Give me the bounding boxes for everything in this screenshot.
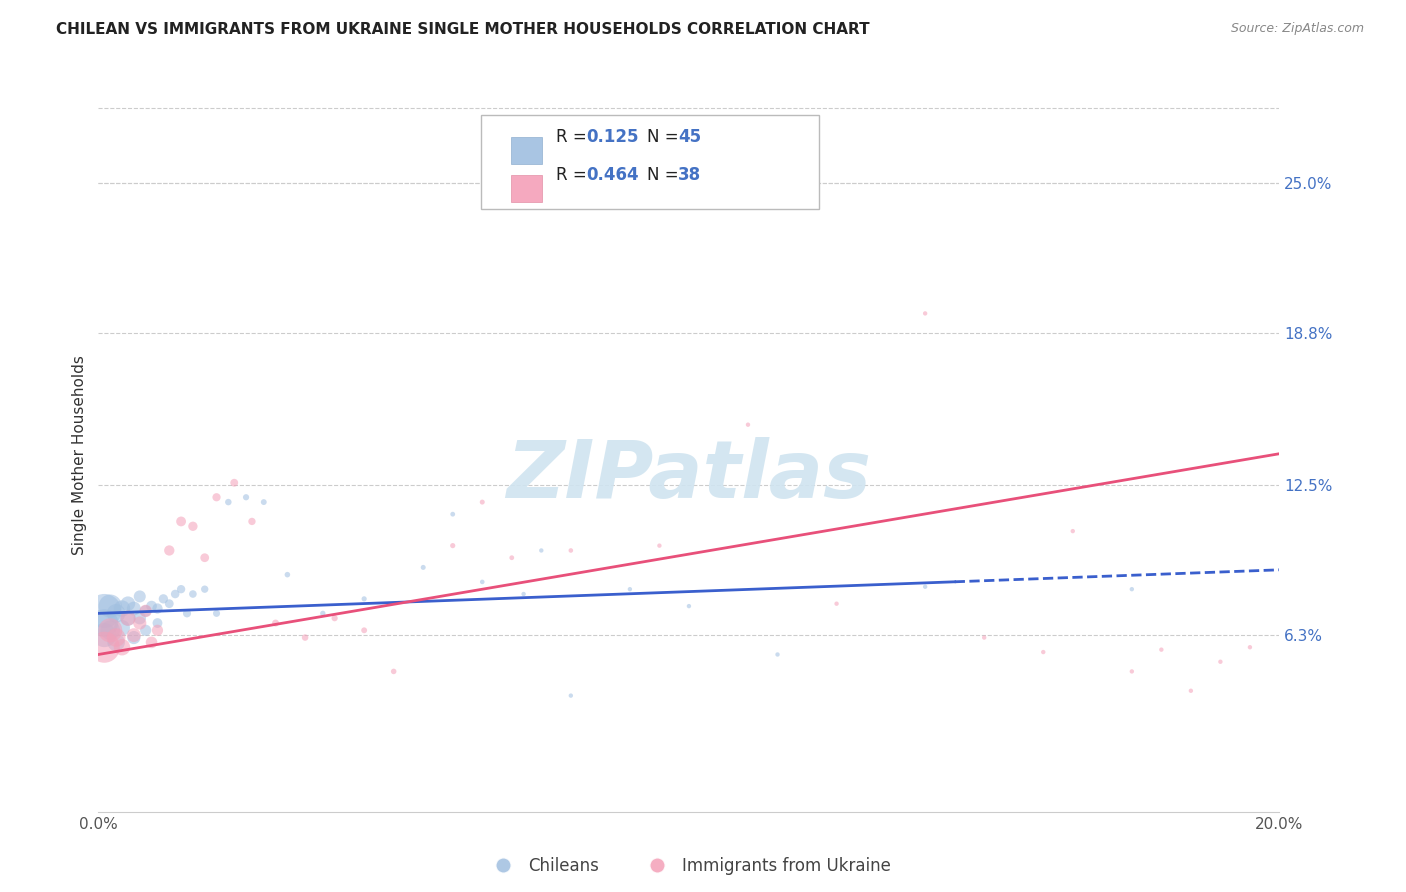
Point: [128, 590, 150, 604]
Point: [471, 495, 494, 509]
Point: [93, 604, 115, 618]
Point: [117, 611, 139, 625]
Point: [1150, 642, 1173, 657]
Point: [122, 631, 145, 645]
Point: [176, 607, 198, 621]
Point: [914, 306, 936, 320]
Text: CHILEAN VS IMMIGRANTS FROM UKRAINE SINGLE MOTHER HOUSEHOLDS CORRELATION CHART: CHILEAN VS IMMIGRANTS FROM UKRAINE SINGL…: [56, 22, 870, 37]
Text: R =: R =: [555, 166, 592, 184]
Point: [93, 628, 115, 642]
Point: [128, 611, 150, 625]
Point: [105, 607, 128, 621]
Point: [1180, 683, 1202, 698]
Point: [128, 615, 150, 630]
Legend: Chileans, Immigrants from Ukraine: Chileans, Immigrants from Ukraine: [479, 851, 898, 882]
Text: 0.464: 0.464: [586, 166, 640, 184]
Point: [93, 640, 115, 655]
Point: [194, 550, 217, 565]
Point: [122, 601, 145, 615]
Point: [194, 582, 217, 597]
Point: [1032, 645, 1054, 659]
Point: [264, 615, 287, 630]
Point: [560, 543, 582, 558]
Point: [648, 539, 671, 553]
Point: [181, 587, 204, 601]
Text: N =: N =: [647, 166, 683, 184]
Point: [105, 635, 128, 649]
Text: ZIPatlas: ZIPatlas: [506, 437, 872, 516]
Y-axis label: Single Mother Households: Single Mother Households: [72, 355, 87, 555]
Text: 0.125: 0.125: [586, 128, 640, 146]
Point: [441, 539, 464, 553]
Text: 45: 45: [678, 128, 702, 146]
Point: [98, 599, 121, 613]
Point: [1121, 665, 1143, 679]
Point: [276, 567, 298, 582]
Point: [93, 615, 115, 630]
Point: [240, 515, 263, 529]
Point: [181, 519, 204, 533]
Point: [146, 624, 169, 638]
Point: [1209, 655, 1232, 669]
Point: [217, 495, 239, 509]
Point: [382, 665, 405, 679]
Point: [294, 631, 316, 645]
Point: [205, 607, 228, 621]
Point: [146, 615, 169, 630]
Point: [152, 591, 174, 606]
Point: [501, 550, 523, 565]
Point: [98, 624, 121, 638]
Point: [111, 621, 134, 635]
Point: [1239, 640, 1261, 655]
Point: [135, 604, 157, 618]
Point: [914, 580, 936, 594]
Point: [737, 417, 759, 432]
Text: N =: N =: [647, 128, 683, 146]
Text: 38: 38: [678, 166, 702, 184]
Point: [1121, 582, 1143, 597]
Point: [170, 515, 193, 529]
Point: [146, 601, 169, 615]
Point: [312, 607, 335, 621]
Point: [766, 648, 789, 662]
Point: [560, 689, 582, 703]
Point: [111, 640, 134, 655]
Point: [619, 582, 641, 597]
Point: [111, 601, 134, 615]
Point: [117, 611, 139, 625]
Point: [170, 582, 193, 597]
Point: [105, 631, 128, 645]
Text: R =: R =: [555, 128, 592, 146]
Point: [1062, 524, 1084, 538]
Point: [973, 631, 995, 645]
Point: [678, 599, 700, 613]
Point: [441, 507, 464, 521]
Point: [323, 611, 346, 625]
Point: [235, 490, 257, 504]
Point: [141, 599, 163, 613]
Point: [224, 475, 246, 490]
Point: [471, 574, 494, 589]
Point: [412, 560, 434, 574]
Point: [98, 624, 121, 638]
Point: [165, 587, 187, 601]
Point: [253, 495, 276, 509]
Text: Source: ZipAtlas.com: Source: ZipAtlas.com: [1230, 22, 1364, 36]
Point: [135, 624, 157, 638]
Point: [512, 587, 534, 601]
Point: [135, 604, 157, 618]
Point: [122, 628, 145, 642]
Point: [141, 635, 163, 649]
Point: [825, 597, 848, 611]
Point: [353, 624, 375, 638]
Point: [157, 543, 180, 558]
Point: [530, 543, 553, 558]
Point: [157, 597, 180, 611]
Point: [205, 490, 228, 504]
Point: [353, 591, 375, 606]
Point: [117, 597, 139, 611]
